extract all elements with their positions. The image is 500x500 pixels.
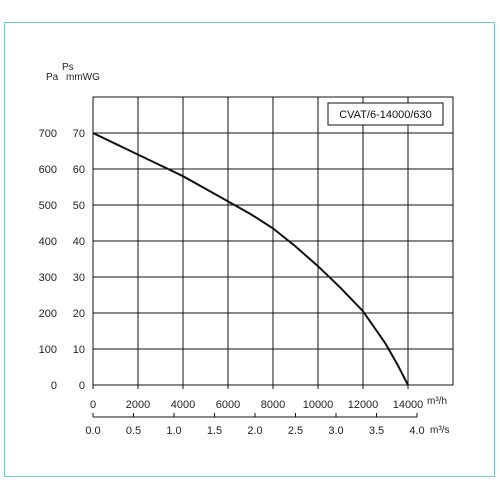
y-tick-label-pa: 400 [39,236,57,248]
x-tick-label-m3s: 1.0 [166,425,181,437]
y-tick-label-pa: 300 [39,272,57,284]
x-axis-unit-m3h: m³/h [427,396,447,407]
x-tick-label-m3h: 0 [90,399,96,411]
x-tick-label-m3h: 6000 [216,399,240,411]
legend-box: CVAT/6-14000/630 [327,102,444,126]
x-tick-label-m3s: 3.0 [328,425,343,437]
y-tick-label-mmwg: 0 [79,380,85,392]
y-tick-label-mmwg: 40 [73,236,85,248]
x-tick-label-m3s: 2.5 [288,425,303,437]
y-tick-label-mmwg: 30 [73,272,85,284]
y-tick-label-pa: 100 [39,344,57,356]
x-tick-label-m3h: 4000 [171,399,195,411]
x-tick-label-m3s: 4.0 [409,425,424,437]
y-tick-label-mmwg: 50 [73,200,85,212]
x-tick-label-m3s: 3.5 [369,425,384,437]
y-axis-label-mmwg: mmWG [66,72,100,83]
grid [93,97,453,385]
x-tick-label-m3h: 2000 [126,399,150,411]
x-axis-unit-m3s: m³/s [430,425,449,436]
x-tick-label-m3s: 1.5 [207,425,222,437]
x-tick-label-m3s: 0.0 [85,425,100,437]
y-axis-label-ps: Ps [62,62,74,73]
x-tick-label-m3h: 14000 [393,399,424,411]
y-tick-label-mmwg: 10 [73,344,85,356]
y-tick-label-pa: 200 [39,308,57,320]
y-tick-label-mmwg: 60 [73,164,85,176]
y-tick-label-pa: 0 [51,380,57,392]
series-line [92,132,409,386]
x-tick-label-m3h: 8000 [261,399,285,411]
x-tick-label-m3s: 2.0 [247,425,262,437]
y-axis-label-pa: Pa [46,72,59,83]
y-tick-label-mmwg: 20 [73,308,85,320]
chart-frame [4,22,495,477]
y-tick-label-mmwg: 70 [73,128,85,140]
y-tick-label-pa: 600 [39,164,57,176]
y-tick-label-pa: 500 [39,200,57,212]
x-tick-label-m3h: 12000 [348,399,379,411]
y-tick-label-pa: 700 [39,128,57,140]
chart-title: CVAT/6-14000/630 [339,109,432,121]
x-tick-label-m3h: 10000 [303,399,334,411]
x-tick-label-m3s: 0.5 [126,425,141,437]
